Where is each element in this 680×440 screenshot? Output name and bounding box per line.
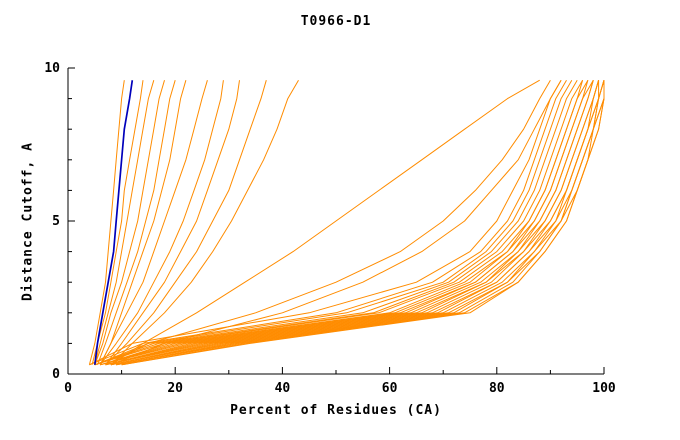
model-curve <box>94 80 165 365</box>
model-curve <box>88 80 125 365</box>
model-curve <box>94 79 573 366</box>
model-curve <box>110 79 540 366</box>
model-curve <box>105 80 594 366</box>
model-curve <box>91 80 144 365</box>
y-tick-label: 0 <box>52 367 60 382</box>
x-tick-label: 20 <box>167 381 183 396</box>
model-curve <box>105 80 600 366</box>
model-curve <box>99 80 224 366</box>
model-curve <box>100 79 589 366</box>
model-curve <box>105 79 551 366</box>
model-curve <box>105 80 267 366</box>
model-curve <box>94 79 584 366</box>
model-curve <box>110 79 562 366</box>
y-tick-label: 5 <box>52 214 60 229</box>
model-curve <box>121 80 605 366</box>
model-curve <box>94 80 155 365</box>
y-axis-label: Distance Cutoff, A <box>20 142 36 301</box>
x-tick-label: 60 <box>382 381 398 396</box>
x-tick-label: 100 <box>592 381 616 396</box>
chart-title: T0966-D1 <box>300 14 372 29</box>
model-curve <box>89 79 562 366</box>
highlighted-model-curve <box>93 80 134 365</box>
x-tick-label: 80 <box>489 381 505 396</box>
x-tick-label: 0 <box>64 381 72 396</box>
model-curve <box>110 79 299 366</box>
model-curve <box>97 80 176 365</box>
y-tick-label: 10 <box>44 61 60 76</box>
model-curve <box>116 80 605 366</box>
x-axis-label: Percent of Residues (CA) <box>230 403 442 418</box>
x-tick-label: 40 <box>275 381 291 396</box>
model-curve <box>99 80 208 366</box>
model-curve <box>99 80 187 366</box>
model-curve <box>89 79 567 366</box>
model-curve <box>100 79 594 366</box>
model-curve <box>105 80 240 366</box>
model-curve <box>94 79 578 366</box>
